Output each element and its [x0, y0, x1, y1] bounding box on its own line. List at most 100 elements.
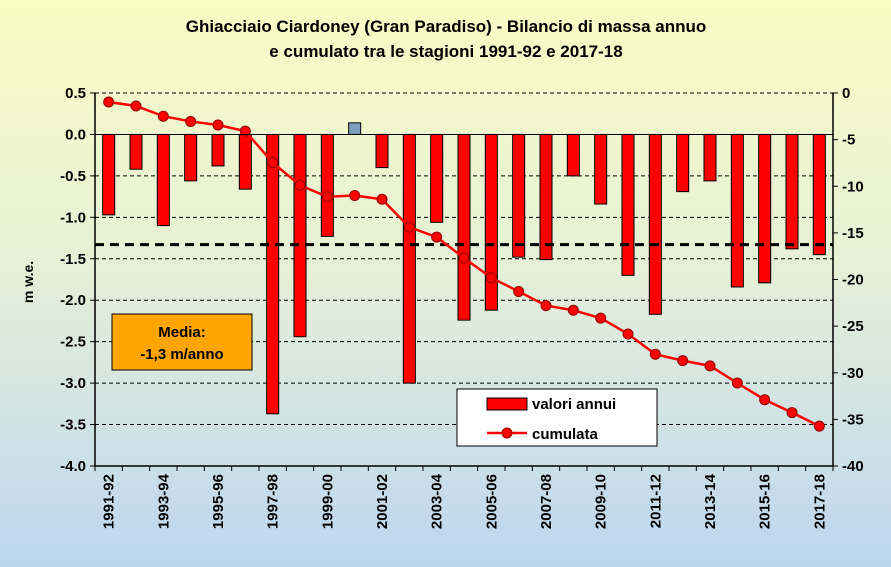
left-tick-label-3: -1.0 — [60, 209, 86, 226]
legend-swatch-marker — [501, 427, 513, 439]
bar-2005-06 — [484, 133, 498, 311]
bar-2009-10 — [594, 133, 608, 205]
bar-1991-92 — [102, 133, 116, 216]
cumulative-point-2015-16 — [759, 394, 771, 406]
cumulative-point-1999-00 — [321, 191, 333, 203]
right-tick-label-2: -10 — [842, 178, 864, 195]
x-tick-label-1993-94: 1993-94 — [155, 473, 172, 529]
cumulative-point-2002-03 — [403, 221, 415, 233]
cumulative-line — [103, 96, 825, 432]
mean-note-background — [111, 313, 253, 371]
cumulative-point-1995-96 — [212, 119, 224, 131]
right-tick-label-5: -25 — [842, 318, 864, 335]
x-tick-label-1995-96: 1995-96 — [210, 474, 227, 529]
right-tick-label-8: -40 — [842, 458, 864, 475]
title-line-2: e cumulato tra le stagioni 1991-92 e 201… — [269, 42, 622, 61]
left-tick-label-4: -1.5 — [60, 251, 86, 268]
cumulative-point-2017-18 — [813, 420, 825, 432]
bar-2012-13 — [676, 133, 690, 193]
bar-2017-18 — [812, 133, 826, 256]
x-tick-label-1991-92: 1991-92 — [101, 474, 118, 529]
cumulative-point-2007-08 — [540, 300, 552, 312]
cumulative-point-2012-13 — [677, 355, 689, 367]
cumulative-point-2003-04 — [431, 231, 443, 243]
cumulative-point-1991-92 — [103, 96, 115, 108]
bar-2016-17 — [785, 133, 799, 250]
cumulative-point-2010-11 — [622, 328, 634, 340]
bar-2001-02 — [375, 133, 389, 169]
cumulative-point-1998-99 — [294, 179, 306, 191]
bar-1996-97 — [238, 133, 252, 190]
left-tick-label-2: -0.5 — [60, 168, 86, 185]
bar-1994-95 — [184, 133, 198, 182]
cumulative-point-1992-93 — [130, 100, 142, 112]
bar-1999-00 — [320, 133, 334, 237]
x-tick-label-2003-04: 2003-04 — [429, 473, 446, 529]
mean-note-line-1: Media: — [158, 324, 206, 341]
x-tick-label-2007-08: 2007-08 — [538, 474, 555, 529]
x-tick-label-2011-12: 2011-12 — [647, 474, 664, 528]
title-line-1: Ghiacciaio Ciardoney (Gran Paradiso) - B… — [186, 17, 707, 36]
cumulative-point-2006-07 — [513, 286, 525, 298]
bar-2014-15 — [730, 133, 744, 288]
bar-2013-14 — [703, 133, 717, 182]
bar-2015-16 — [758, 133, 772, 284]
bar-2006-07 — [512, 133, 526, 258]
bar-1995-96 — [211, 133, 225, 167]
legend-label-line: cumulata — [532, 426, 599, 443]
chart-title: Ghiacciaio Ciardoney (Gran Paradiso) - B… — [186, 17, 707, 61]
right-tick-label-4: -20 — [842, 272, 864, 289]
cumulative-point-2013-14 — [704, 360, 716, 372]
left-tick-label-1: 0.0 — [65, 126, 86, 143]
bar-1992-93 — [129, 133, 143, 170]
cumulative-point-2005-06 — [485, 272, 497, 284]
legend-swatch-bars — [486, 397, 528, 411]
bar-1998-99 — [293, 133, 307, 338]
left-axis-tick-labels: 0.5 0.0 -0.5 -1.0 -1.5 -2.0 -2.5 -3.0 -3.5 -4.0 — [60, 85, 86, 475]
legend: valori annui cumulata — [456, 388, 658, 447]
bar-2010-11 — [621, 133, 635, 276]
axes — [90, 92, 838, 471]
right-tick-label-6: -30 — [842, 365, 864, 382]
bar-1997-98 — [266, 133, 280, 415]
right-tick-label-3: -15 — [842, 225, 864, 242]
x-tick-label-2005-06: 2005-06 — [483, 474, 500, 529]
cumulative-point-2000-01 — [349, 189, 361, 201]
left-tick-label-9: -4.0 — [60, 458, 86, 475]
left-tick-label-7: -3.0 — [60, 375, 86, 392]
mean-note-line-2: -1,3 m/anno — [140, 346, 223, 363]
x-tick-label-2015-16: 2015-16 — [757, 474, 774, 529]
cumulative-point-2008-09 — [567, 304, 579, 316]
left-tick-label-0: 0.5 — [65, 85, 86, 102]
mean-note-box: Media: -1,3 m/anno — [111, 313, 253, 371]
cumulative-point-1996-97 — [239, 125, 251, 137]
cumulative-point-1997-98 — [267, 157, 279, 169]
right-axis-tick-labels: 0 -5 -10 -15 -20 -25 -30 -35 -40 — [842, 85, 864, 475]
cumulative-point-2004-05 — [458, 252, 470, 264]
cumulative-point-1993-94 — [157, 110, 169, 122]
y-axis-label: m w.e. — [20, 261, 36, 303]
cumulative-point-1994-95 — [185, 115, 197, 127]
right-tick-label-7: -35 — [842, 411, 864, 428]
bar-1993-94 — [156, 133, 170, 227]
bar-2007-08 — [539, 133, 553, 261]
bar-2004-05 — [457, 133, 471, 321]
bar-2011-12 — [648, 133, 662, 315]
x-tick-label-1997-98: 1997-98 — [265, 474, 282, 529]
x-axis-tick-labels: 1991-92 1993-94 1995-96 1997-98 1999-00 2001-… — [101, 473, 829, 529]
right-tick-label-1: -5 — [842, 132, 855, 149]
x-tick-label-2001-02: 2001-02 — [374, 474, 391, 529]
bar-2008-09 — [566, 133, 580, 177]
cumulative-point-2001-02 — [376, 193, 388, 205]
cumulative-point-2011-12 — [649, 348, 661, 360]
x-tick-label-1999-00: 1999-00 — [319, 474, 336, 529]
x-tick-label-2009-10: 2009-10 — [593, 474, 610, 529]
x-tick-label-2013-14: 2013-14 — [702, 473, 719, 529]
legend-label-bars: valori annui — [532, 396, 616, 413]
cumulative-point-2014-15 — [731, 377, 743, 389]
left-tick-label-6: -2.5 — [60, 334, 86, 351]
x-tick-label-2017-18: 2017-18 — [811, 474, 828, 529]
bar-2003-04 — [430, 133, 444, 223]
